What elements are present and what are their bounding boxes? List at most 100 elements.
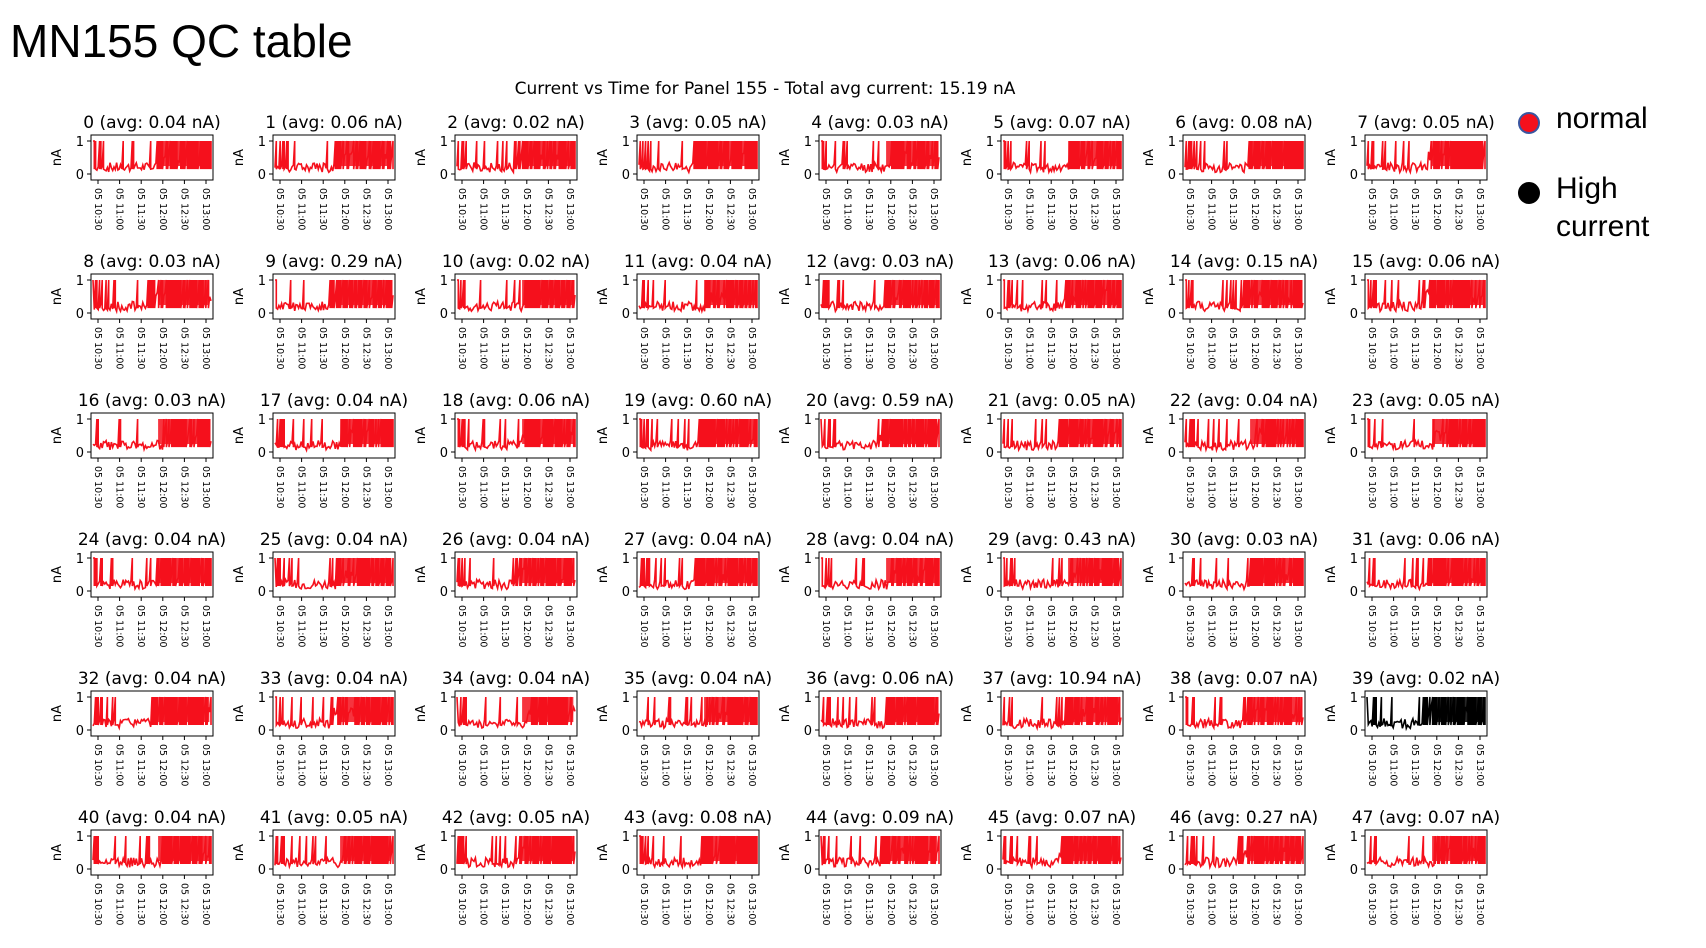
x-tick-label: 05 13:00: [1474, 466, 1485, 509]
y-axis-label: nA: [232, 844, 247, 861]
axes-frame: [1182, 412, 1306, 459]
x-tick-label: 05 11:00: [842, 327, 853, 370]
y-tick-label: 1: [76, 135, 84, 150]
y-axis-label: nA: [596, 566, 611, 583]
x-tick-label: 05 11:00: [478, 327, 489, 369]
x-tick-label: 05 11:00: [1024, 466, 1035, 509]
panel-5: 5 (avg: 0.07 nA) 0 1 nA 05 10:30 05 11:00 05 1…: [960, 113, 1131, 231]
series-fill: [886, 836, 938, 861]
x-tick-label: 05 11:00: [660, 466, 671, 509]
x-tick-label: 05 10:30: [638, 466, 649, 509]
axes-frame: [1364, 273, 1488, 320]
axes-frame: [1364, 412, 1488, 459]
panel-title: 39 (avg: 0.02 nA): [1352, 669, 1500, 689]
x-tick-label: 05 12:30: [178, 466, 189, 509]
axes-frame: [818, 690, 942, 737]
y-axis-label: nA: [1142, 288, 1157, 305]
series-fill: [1250, 558, 1302, 583]
y-tick-label: 0: [804, 446, 812, 461]
panel-35: 35 (avg: 0.04 nA) 0 1 nA 05 10:30 05 11:00 05 …: [596, 669, 772, 787]
y-axis-label: nA: [232, 149, 247, 166]
x-tick-label: 05 11:30: [1409, 466, 1420, 509]
panel-41: 41 (avg: 0.05 nA) 0 1 nA 05 10:30 05 11:00 05 …: [232, 808, 408, 926]
series-fill: [522, 280, 574, 305]
y-tick-label: 1: [76, 274, 84, 289]
axes-frame: [454, 134, 578, 181]
panel-38: 38 (avg: 0.07 nA) 0 1 nA 05 10:30 05 11:00 05 …: [1142, 669, 1318, 787]
y-tick-label: 0: [1168, 307, 1176, 322]
x-tick-label: 05 12:00: [157, 744, 168, 787]
panel-title: 14 (avg: 0.15 nA): [1170, 252, 1318, 272]
y-tick-label: 0: [622, 446, 630, 461]
x-tick-label: 05 11:30: [1227, 466, 1238, 509]
legend-label-normal: normal: [1556, 102, 1648, 135]
panel-title: 32 (avg: 0.04 nA): [78, 669, 226, 689]
x-tick-label: 05 13:00: [382, 188, 393, 231]
x-tick-label: 05 11:30: [1409, 327, 1420, 370]
panel-10: 10 (avg: 0.02 nA) 0 1 nA 05 10:30 05 11:00 05 …: [414, 252, 590, 370]
y-tick-label: 1: [622, 830, 630, 845]
panel-title: 26 (avg: 0.04 nA): [442, 530, 590, 550]
y-axis-label: nA: [232, 705, 247, 722]
x-tick-label: 05 12:30: [1452, 327, 1463, 370]
y-tick-label: 0: [1168, 863, 1176, 878]
x-tick-label: 05 10:30: [1366, 188, 1377, 231]
x-tick-label: 05 12:00: [157, 188, 168, 231]
y-tick-label: 1: [76, 830, 84, 845]
x-tick-label: 05 10:30: [274, 188, 285, 231]
y-tick-label: 1: [76, 691, 84, 706]
series-fill: [158, 697, 210, 722]
x-tick-label: 05 12:30: [542, 188, 553, 231]
y-tick-label: 1: [804, 552, 812, 567]
x-tick-label: 05 11:00: [660, 744, 671, 787]
panel-title: 21 (avg: 0.05 nA): [988, 391, 1136, 411]
x-tick-label: 05 13:00: [382, 605, 393, 648]
panel-title: 9 (avg: 0.29 nA): [265, 252, 403, 272]
x-tick-label: 05 12:00: [157, 327, 168, 370]
x-tick-label: 05 12:30: [1088, 327, 1099, 370]
panel-title: 11 (avg: 0.04 nA): [624, 252, 772, 272]
panel-title: 22 (avg: 0.04 nA): [1170, 391, 1318, 411]
y-axis-label: nA: [960, 427, 975, 444]
y-tick-label: 0: [1350, 168, 1358, 183]
axes-frame: [1000, 829, 1124, 876]
y-tick-label: 1: [76, 552, 84, 567]
x-tick-label: 05 11:00: [1206, 883, 1217, 926]
x-tick-label: 05 11:00: [842, 466, 853, 509]
series-fill: [704, 280, 756, 305]
panel-title: 12 (avg: 0.03 nA): [806, 252, 954, 272]
x-tick-label: 05 13:00: [928, 466, 939, 509]
axes-frame: [1364, 690, 1488, 737]
chart-title: Current vs Time for Panel 155 - Total av…: [515, 79, 1016, 99]
y-axis-label: nA: [1324, 705, 1339, 722]
x-tick-label: 05 10:30: [456, 744, 467, 787]
y-tick-label: 1: [1350, 274, 1358, 289]
y-tick-label: 0: [440, 863, 448, 878]
x-tick-label: 05 10:30: [92, 744, 103, 787]
x-tick-label: 05 12:30: [724, 327, 735, 370]
y-axis-label: nA: [596, 427, 611, 444]
x-tick-label: 05 11:30: [681, 466, 692, 509]
x-tick-label: 05 13:00: [1292, 466, 1303, 509]
y-axis-label: nA: [414, 566, 429, 583]
x-tick-label: 05 12:30: [724, 744, 735, 787]
panel-34: 34 (avg: 0.04 nA) 0 1 nA 05 10:30 05 11:00 05 …: [414, 669, 590, 787]
y-axis-label: nA: [596, 705, 611, 722]
x-tick-label: 05 11:00: [1024, 605, 1035, 648]
series-fill: [1068, 419, 1120, 444]
axes-frame: [454, 412, 578, 459]
x-tick-label: 05 11:30: [1227, 327, 1238, 370]
axes-frame: [636, 273, 760, 320]
x-tick-label: 05 12:00: [1431, 744, 1442, 787]
y-tick-label: 1: [1350, 135, 1358, 150]
x-tick-label: 05 11:30: [135, 188, 146, 231]
x-tick-label: 05 11:30: [1045, 466, 1056, 509]
panel-45: 45 (avg: 0.07 nA) 0 1 nA 05 10:30 05 11:00 05 …: [960, 808, 1136, 926]
axes-frame: [1182, 829, 1306, 876]
x-tick-label: 05 11:30: [1045, 883, 1056, 926]
x-tick-label: 05 11:00: [478, 744, 489, 787]
series-fill: [1068, 836, 1120, 861]
x-tick-label: 05 10:30: [1002, 327, 1013, 370]
panel-title: 16 (avg: 0.03 nA): [78, 391, 226, 411]
x-tick-label: 05 10:30: [638, 327, 649, 370]
